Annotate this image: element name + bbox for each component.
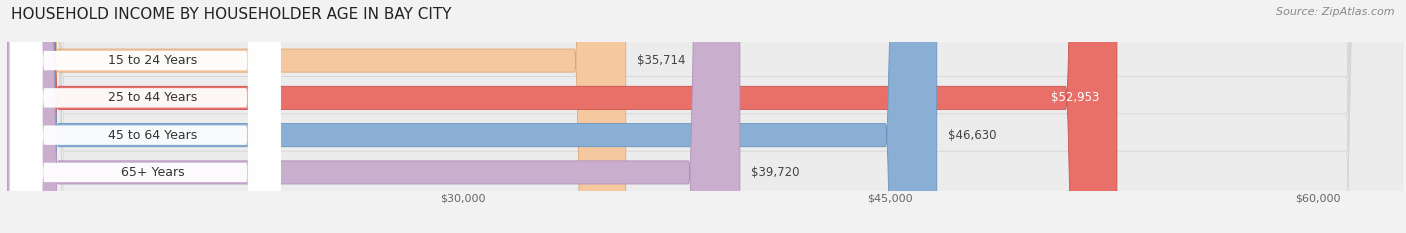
Text: $52,953: $52,953: [1052, 91, 1099, 104]
FancyBboxPatch shape: [7, 0, 1403, 233]
Text: Source: ZipAtlas.com: Source: ZipAtlas.com: [1277, 7, 1395, 17]
FancyBboxPatch shape: [10, 0, 281, 233]
FancyBboxPatch shape: [7, 0, 1116, 233]
FancyBboxPatch shape: [10, 0, 281, 233]
Text: 45 to 64 Years: 45 to 64 Years: [108, 129, 197, 142]
FancyBboxPatch shape: [7, 0, 740, 233]
Text: HOUSEHOLD INCOME BY HOUSEHOLDER AGE IN BAY CITY: HOUSEHOLD INCOME BY HOUSEHOLDER AGE IN B…: [11, 7, 451, 22]
Text: $46,630: $46,630: [948, 129, 997, 142]
Text: 25 to 44 Years: 25 to 44 Years: [108, 91, 197, 104]
FancyBboxPatch shape: [10, 0, 281, 233]
Text: $39,720: $39,720: [751, 166, 800, 179]
FancyBboxPatch shape: [7, 0, 936, 233]
Text: 15 to 24 Years: 15 to 24 Years: [108, 54, 197, 67]
FancyBboxPatch shape: [7, 0, 626, 233]
FancyBboxPatch shape: [7, 0, 1403, 233]
FancyBboxPatch shape: [7, 0, 1403, 233]
FancyBboxPatch shape: [7, 0, 1403, 233]
Text: 65+ Years: 65+ Years: [121, 166, 184, 179]
Text: $35,714: $35,714: [637, 54, 686, 67]
FancyBboxPatch shape: [10, 0, 281, 233]
